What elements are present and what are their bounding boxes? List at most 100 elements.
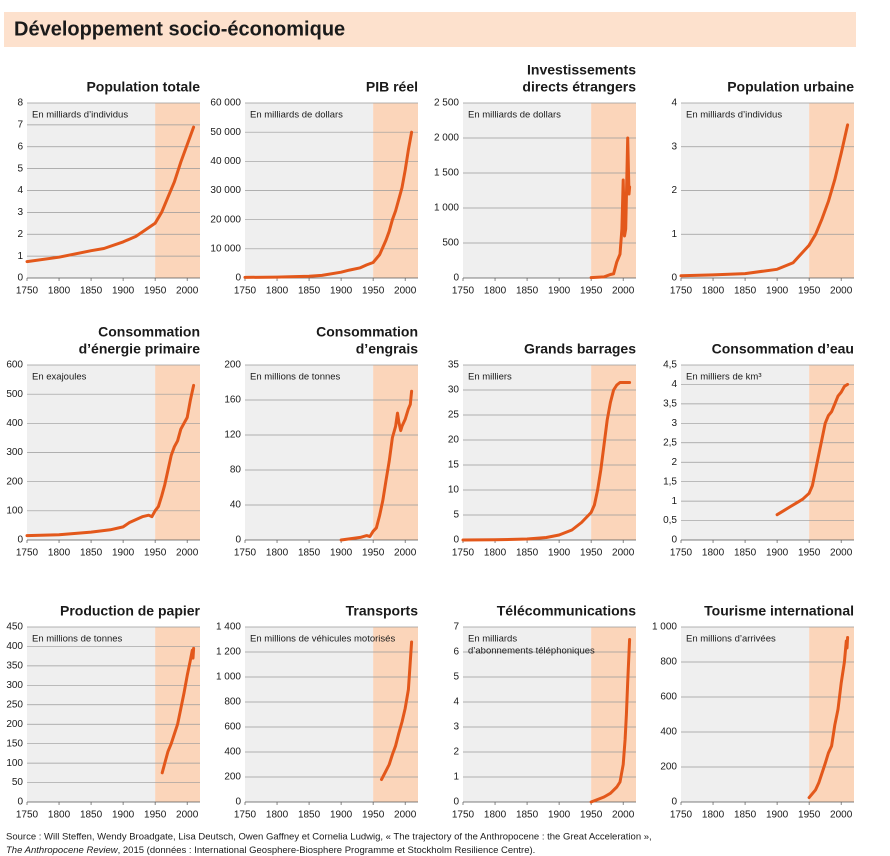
y-tick-label: 1 000 xyxy=(652,622,677,633)
x-tick-label: 2000 xyxy=(176,286,199,297)
x-tick-label: 2000 xyxy=(394,810,417,821)
y-tick-label: 2 xyxy=(17,229,23,240)
y-tick-label: 40 xyxy=(230,500,242,511)
x-tick-label: 1950 xyxy=(144,810,167,821)
y-tick-label: 200 xyxy=(224,360,241,371)
y-tick-label: 2 xyxy=(671,185,677,196)
chart-title: Consommation xyxy=(316,324,418,340)
x-tick-label: 1850 xyxy=(298,286,321,297)
source: The Anthropocene Review, 2015 (données :… xyxy=(6,845,535,856)
plot-background xyxy=(681,627,810,802)
y-tick-label: 4 xyxy=(671,379,677,390)
y-tick-label: 1 000 xyxy=(434,203,459,214)
y-tick-label: 2 000 xyxy=(434,133,459,144)
x-tick-label: 1800 xyxy=(484,548,507,559)
y-tick-label: 40 000 xyxy=(210,156,241,167)
chart-title: Production de papier xyxy=(60,603,201,619)
y-tick-label: 3,5 xyxy=(663,399,677,410)
y-tick-label: 800 xyxy=(660,657,677,668)
y-tick-label: 50 000 xyxy=(210,127,241,138)
data-line xyxy=(25,125,196,264)
x-tick-label: 1950 xyxy=(798,810,821,821)
y-tick-label: 3 xyxy=(671,141,677,152)
data-line xyxy=(160,646,196,775)
y-tick-label: 160 xyxy=(224,395,241,406)
y-tick-label: 0 xyxy=(235,273,241,284)
x-tick-label: 1800 xyxy=(48,810,71,821)
x-tick-label: 1800 xyxy=(266,286,289,297)
y-tick-label: 4 xyxy=(17,185,23,196)
y-tick-label: 100 xyxy=(6,758,23,769)
x-tick-label: 1900 xyxy=(548,286,571,297)
data-line xyxy=(807,636,850,800)
chart-title: d’engrais xyxy=(356,341,418,357)
unit-label: En milliards de dollars xyxy=(468,110,561,121)
plot-background xyxy=(27,627,156,802)
y-tick-label: 400 xyxy=(224,747,241,758)
x-tick-label: 1850 xyxy=(734,286,757,297)
source-journal: The Anthropocene Review xyxy=(6,845,119,856)
chart-title: PIB réel xyxy=(366,79,418,95)
x-tick-label: 1850 xyxy=(80,548,103,559)
data-line xyxy=(461,381,632,542)
y-tick-label: 1 200 xyxy=(216,647,241,658)
x-tick-label: 1950 xyxy=(362,286,385,297)
y-tick-label: 400 xyxy=(6,418,23,429)
y-tick-label: 10 xyxy=(448,485,460,496)
x-tick-label: 1900 xyxy=(766,286,789,297)
chart-title: Grands barrages xyxy=(524,341,636,357)
y-tick-label: 300 xyxy=(6,680,23,691)
x-tick-label: 1850 xyxy=(298,810,321,821)
unit-label: En millions de tonnes xyxy=(32,634,123,645)
y-tick-label: 500 xyxy=(442,238,459,249)
chart-title: Tourisme international xyxy=(704,603,854,619)
y-tick-label: 500 xyxy=(6,389,23,400)
y-tick-label: 200 xyxy=(6,476,23,487)
x-tick-label: 1900 xyxy=(330,810,353,821)
y-tick-label: 80 xyxy=(230,465,242,476)
x-tick-label: 1900 xyxy=(112,548,135,559)
data-line xyxy=(775,382,850,517)
y-tick-label: 0 xyxy=(235,535,241,546)
data-line xyxy=(243,130,414,279)
plot-background xyxy=(245,365,374,540)
x-tick-label: 1850 xyxy=(516,548,539,559)
data-line xyxy=(380,640,414,781)
x-tick-label: 1950 xyxy=(362,548,385,559)
unit-label: d’abonnements téléphoniques xyxy=(468,646,595,657)
x-tick-label: 1800 xyxy=(266,810,289,821)
x-tick-label: 1900 xyxy=(330,548,353,559)
x-tick-label: 2000 xyxy=(176,548,199,559)
y-tick-label: 0 xyxy=(671,797,677,808)
y-tick-label: 1 400 xyxy=(216,622,241,633)
y-tick-label: 0 xyxy=(453,797,459,808)
y-tick-label: 2 500 xyxy=(434,98,459,109)
y-tick-label: 0 xyxy=(671,273,677,284)
x-tick-label: 1750 xyxy=(452,286,475,297)
y-tick-label: 450 xyxy=(6,622,23,633)
y-tick-label: 150 xyxy=(6,738,23,749)
y-tick-label: 800 xyxy=(224,697,241,708)
x-tick-label: 1900 xyxy=(548,810,571,821)
y-tick-label: 600 xyxy=(660,692,677,703)
y-tick-label: 4 xyxy=(453,697,459,708)
x-tick-label: 2000 xyxy=(612,810,635,821)
x-tick-label: 2000 xyxy=(394,286,417,297)
y-tick-label: 5 xyxy=(453,510,459,521)
chart-title: d’énergie primaire xyxy=(79,341,201,357)
y-tick-label: 600 xyxy=(224,722,241,733)
y-tick-label: 100 xyxy=(6,505,23,516)
y-tick-label: 2,5 xyxy=(663,437,677,448)
y-tick-label: 20 xyxy=(448,435,460,446)
chart-title: Consommation d’eau xyxy=(712,341,854,357)
x-tick-label: 2000 xyxy=(394,548,417,559)
plot-background xyxy=(463,103,592,278)
y-tick-label: 20 000 xyxy=(210,214,241,225)
y-tick-label: 1,5 xyxy=(663,476,677,487)
x-tick-label: 1800 xyxy=(484,810,507,821)
page-title: Développement socio-économique xyxy=(14,18,345,40)
y-tick-label: 0 xyxy=(235,797,241,808)
chart-title: Investissements xyxy=(527,62,636,78)
chart-title: Télécommunications xyxy=(497,603,636,619)
y-tick-label: 25 xyxy=(448,410,460,421)
